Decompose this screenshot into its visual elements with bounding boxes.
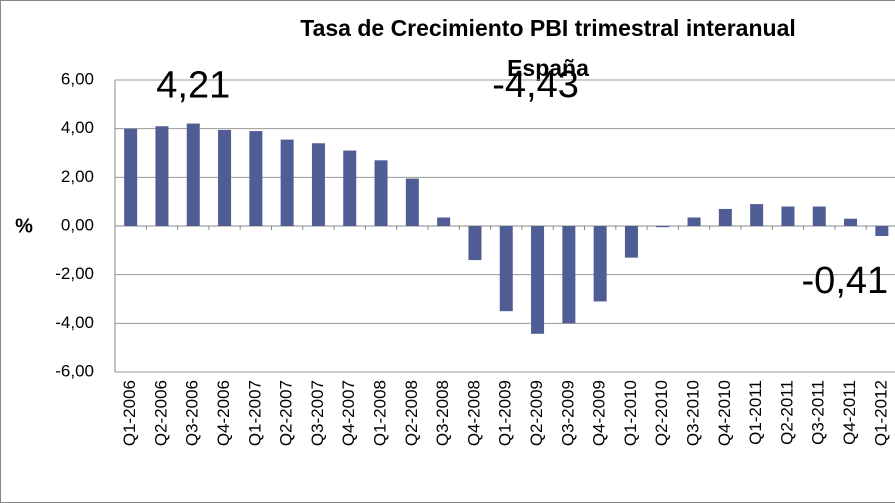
bar [750, 204, 764, 226]
x-tick-label: Q1-2012 [871, 380, 890, 446]
x-tick-label: Q3-2007 [308, 380, 327, 446]
x-tick-label: Q2-2010 [652, 380, 671, 446]
data-label: -0,41 [802, 260, 889, 302]
x-tick-label: Q2-2011 [777, 380, 796, 445]
x-tick-label: Q2-2008 [402, 380, 421, 446]
x-tick-label: Q1-2008 [371, 380, 390, 446]
bar [280, 139, 294, 226]
bar [656, 226, 670, 228]
x-tick-label: Q3-2010 [684, 380, 703, 446]
x-tick-label: Q4-2010 [715, 380, 734, 446]
x-tick-label: Q1-2009 [496, 380, 515, 446]
bar [405, 178, 419, 226]
y-tick-label: -2,00 [55, 264, 94, 283]
x-tick-label: Q2-2009 [527, 380, 546, 446]
bar [562, 226, 576, 324]
bar [718, 208, 732, 226]
x-tick-label: Q1-2010 [621, 380, 640, 446]
bar [218, 129, 232, 226]
bar [124, 128, 138, 226]
x-tick-label: Q4-2008 [464, 380, 483, 446]
x-tick-label: Q3-2009 [558, 380, 577, 446]
y-tick-label: -6,00 [55, 361, 94, 380]
x-tick-label: Q4-2011 [840, 380, 859, 445]
bar [343, 150, 357, 226]
bar [311, 143, 325, 226]
y-tick-label: 2,00 [61, 167, 94, 186]
y-axis-label: % [15, 215, 33, 237]
bar [437, 217, 451, 226]
bar [593, 226, 607, 302]
x-tick-label: Q4-2007 [339, 380, 358, 446]
bar [374, 160, 388, 226]
x-tick-label: Q1-2011 [746, 380, 765, 445]
bar [781, 206, 795, 226]
x-tick-label: Q4-2006 [214, 380, 233, 446]
y-tick-label: 0,00 [61, 215, 94, 234]
bar [468, 226, 482, 261]
chart-title: España [507, 55, 589, 81]
x-tick-label: Q3-2011 [809, 380, 828, 445]
bar [844, 218, 858, 226]
y-tick-label: 4,00 [61, 118, 94, 137]
y-tick-label: 6,00 [61, 69, 94, 88]
bar [812, 206, 826, 226]
x-tick-label: Q2-2006 [151, 380, 170, 446]
bar [687, 217, 701, 226]
bar [531, 226, 545, 334]
x-tick-label: Q3-2008 [433, 380, 452, 446]
y-tick-label: -4,00 [55, 313, 94, 332]
x-tick-label: Q2-2007 [277, 380, 296, 446]
bar [249, 131, 263, 226]
bar [155, 126, 169, 226]
x-tick-label: Q3-2006 [183, 380, 202, 446]
data-label: -4,43 [492, 64, 579, 106]
x-tick-label: Q1-2007 [245, 380, 264, 446]
bar [499, 226, 513, 312]
bar [875, 226, 889, 236]
x-tick-label: Q4-2009 [590, 380, 609, 446]
bar [186, 123, 200, 226]
x-tick-label: Q1-2006 [120, 380, 139, 446]
data-label: 4,21 [156, 65, 230, 107]
bar [624, 226, 638, 258]
chart-title: Tasa de Crecimiento PBI trimestral inter… [300, 15, 796, 41]
